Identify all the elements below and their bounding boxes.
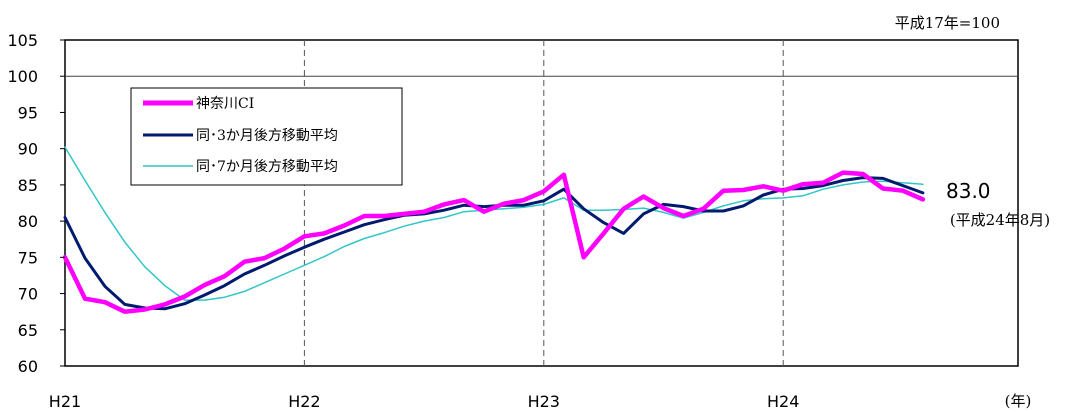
annotation-value: 83.0 (946, 179, 991, 203)
y-tick-label: 85 (18, 176, 38, 195)
y-tick-label: 75 (18, 248, 38, 267)
base-note: 平成17年=100 (895, 14, 1000, 32)
y-tick-label: 95 (18, 103, 38, 122)
x-axis: H21 H22 H23 H24 (49, 392, 800, 411)
x-tick-label: H22 (288, 392, 320, 411)
y-tick-label: 60 (18, 357, 38, 376)
series-layer (62, 146, 926, 314)
legend-label-2: 同･7か月後方移動平均 (196, 159, 338, 175)
y-tick-label: 105 (7, 31, 38, 50)
series-line-ci (62, 170, 926, 314)
legend: 神奈川CI 同･3か月後方移動平均 同･7か月後方移動平均 (130, 87, 403, 186)
y-tick-label: 90 (18, 140, 38, 159)
x-unit-label: (年) (1005, 392, 1032, 410)
legend-label-0: 神奈川CI (196, 96, 254, 112)
y-tick-label: 70 (18, 285, 38, 304)
y-tick-label: 65 (18, 321, 38, 340)
x-tick-label: H24 (767, 392, 799, 411)
y-tick-label: 80 (18, 212, 38, 231)
y-tick-label: 100 (7, 67, 38, 86)
y-axis: 60 65 70 75 80 85 90 95 100 105 (7, 31, 65, 376)
annotation-period: (平成24年8月) (950, 211, 1050, 229)
legend-label-1: 同･3か月後方移動平均 (196, 128, 338, 144)
x-tick-label: H21 (49, 392, 81, 411)
x-tick-label: H23 (528, 392, 560, 411)
